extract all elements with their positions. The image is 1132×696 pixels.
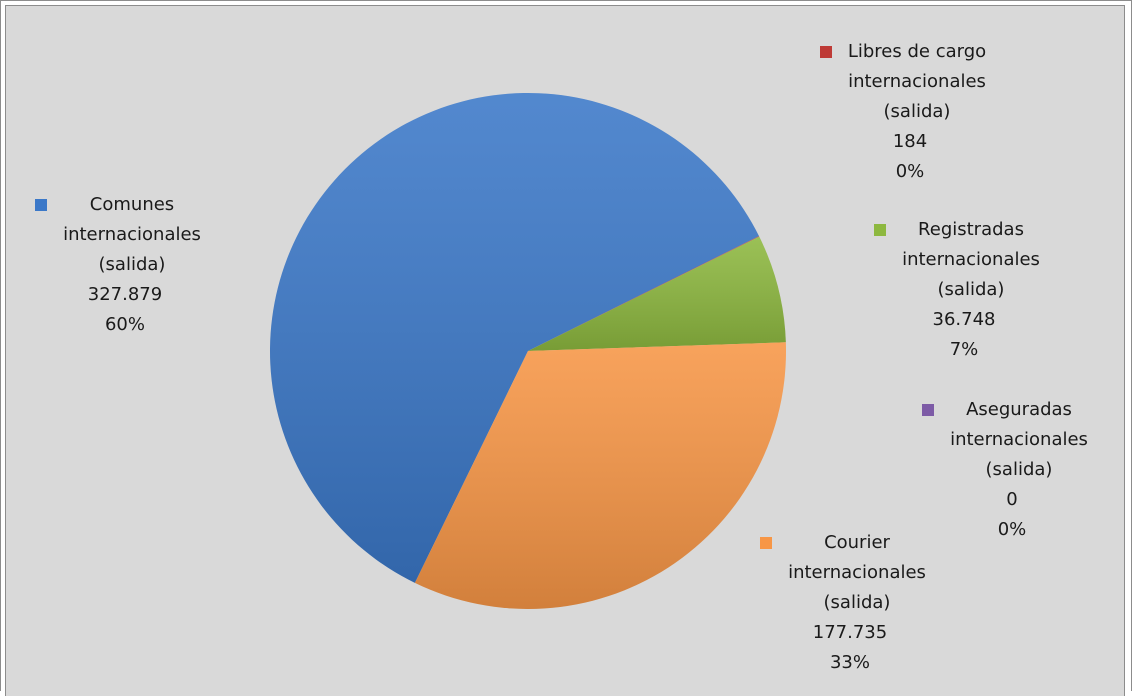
percent-label: 7% xyxy=(949,339,979,360)
category-name: Comunes internacionales (salida) xyxy=(63,194,201,275)
data-label: Courier internacionales (salida) 177.735 3… xyxy=(760,528,940,678)
legend-marker xyxy=(760,537,772,549)
category-name: Aseguradas internacionales (salida) xyxy=(950,399,1088,480)
value-label: 36.748 xyxy=(932,309,996,330)
value-label: 327.879 xyxy=(87,284,163,305)
data-label: Aseguradas internacionales (salida) 0 0% xyxy=(922,395,1102,545)
category-name: Libres de cargo internacionales (salida) xyxy=(847,41,987,122)
value-label: 0 xyxy=(1006,489,1018,510)
slice-shade xyxy=(528,236,760,351)
slice-shade xyxy=(269,92,760,583)
slice-shade xyxy=(528,236,786,351)
percent-label: 60% xyxy=(104,314,145,335)
value-label: 184 xyxy=(892,131,928,152)
legend-marker xyxy=(35,199,47,211)
category-name: Courier internacionales (salida) xyxy=(788,532,926,613)
data-label: Comunes internacionales (salida) 327.879 6… xyxy=(35,190,215,340)
legend-marker xyxy=(874,224,886,236)
percent-label: 0% xyxy=(997,519,1027,540)
data-label: Libres de cargo internacionales (salida)… xyxy=(820,37,1000,187)
category-name: Registradas internacionales (salida) xyxy=(902,219,1040,300)
percent-label: 0% xyxy=(895,161,925,182)
value-label: 177.735 xyxy=(812,622,888,643)
data-label: Registradas internacionales (salida) 36.7… xyxy=(874,215,1054,365)
percent-label: 33% xyxy=(829,652,870,673)
legend-marker xyxy=(922,404,934,416)
slice-shade xyxy=(414,342,786,609)
legend-marker xyxy=(820,46,832,58)
